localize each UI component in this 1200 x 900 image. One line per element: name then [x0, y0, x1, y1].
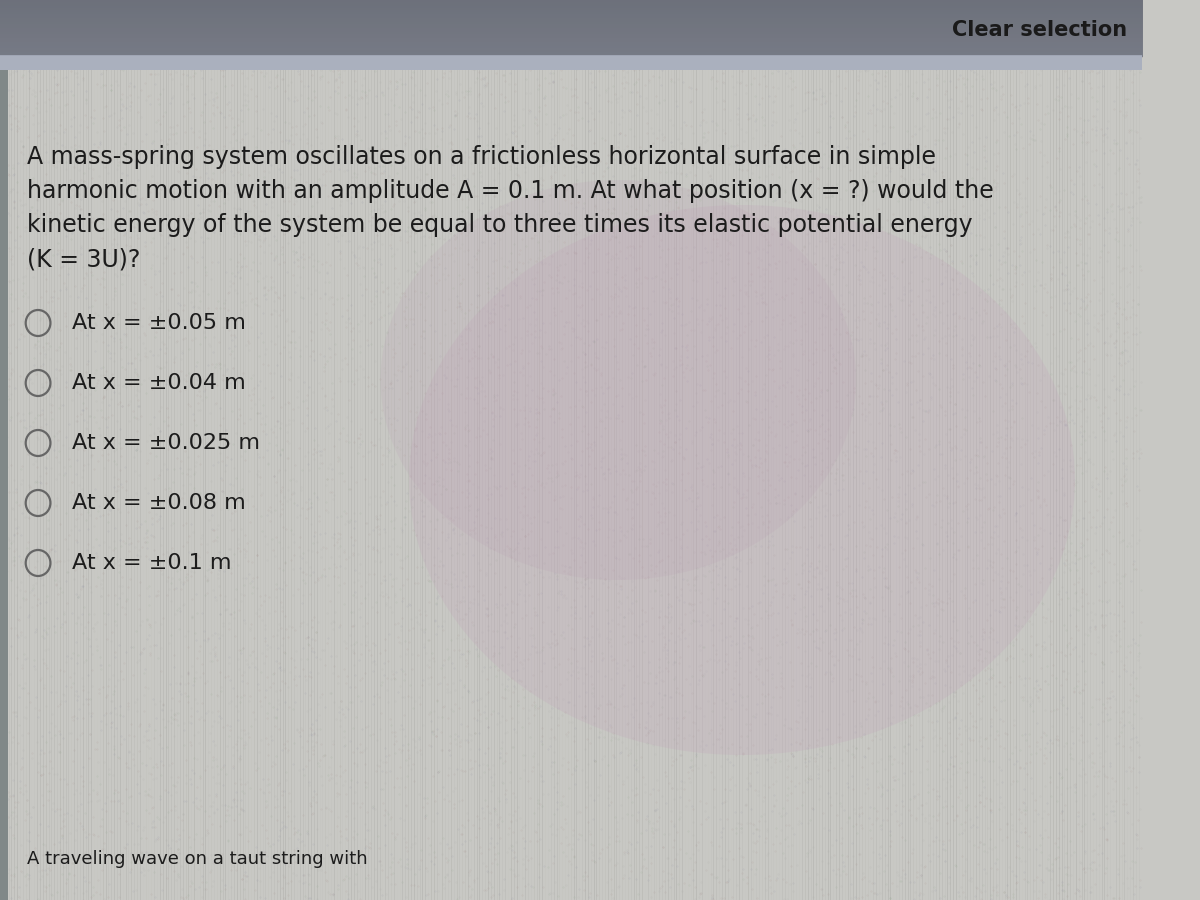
Text: At x = ±0.04 m: At x = ±0.04 m: [72, 373, 246, 393]
Ellipse shape: [409, 205, 1075, 755]
Text: A mass-spring system oscillates on a frictionless horizontal surface in simple: A mass-spring system oscillates on a fri…: [26, 145, 936, 169]
Text: kinetic energy of the system be equal to three times its elastic potential energ: kinetic energy of the system be equal to…: [26, 213, 972, 237]
Text: Clear selection: Clear selection: [952, 20, 1127, 40]
Text: At x = ±0.05 m: At x = ±0.05 m: [72, 313, 246, 333]
FancyBboxPatch shape: [0, 0, 1141, 900]
Ellipse shape: [380, 180, 856, 580]
Text: At x = ±0.1 m: At x = ±0.1 m: [72, 553, 232, 573]
Text: A traveling wave on a taut string with: A traveling wave on a taut string with: [26, 850, 367, 868]
Text: (K = 3U)?: (K = 3U)?: [26, 247, 140, 271]
Text: harmonic motion with an amplitude A = 0.1 m. At what position (x = ?) would the: harmonic motion with an amplitude A = 0.…: [26, 179, 994, 203]
Text: At x = ±0.08 m: At x = ±0.08 m: [72, 493, 246, 513]
FancyBboxPatch shape: [0, 70, 7, 900]
Text: At x = ±0.025 m: At x = ±0.025 m: [72, 433, 260, 453]
FancyBboxPatch shape: [0, 55, 1141, 70]
